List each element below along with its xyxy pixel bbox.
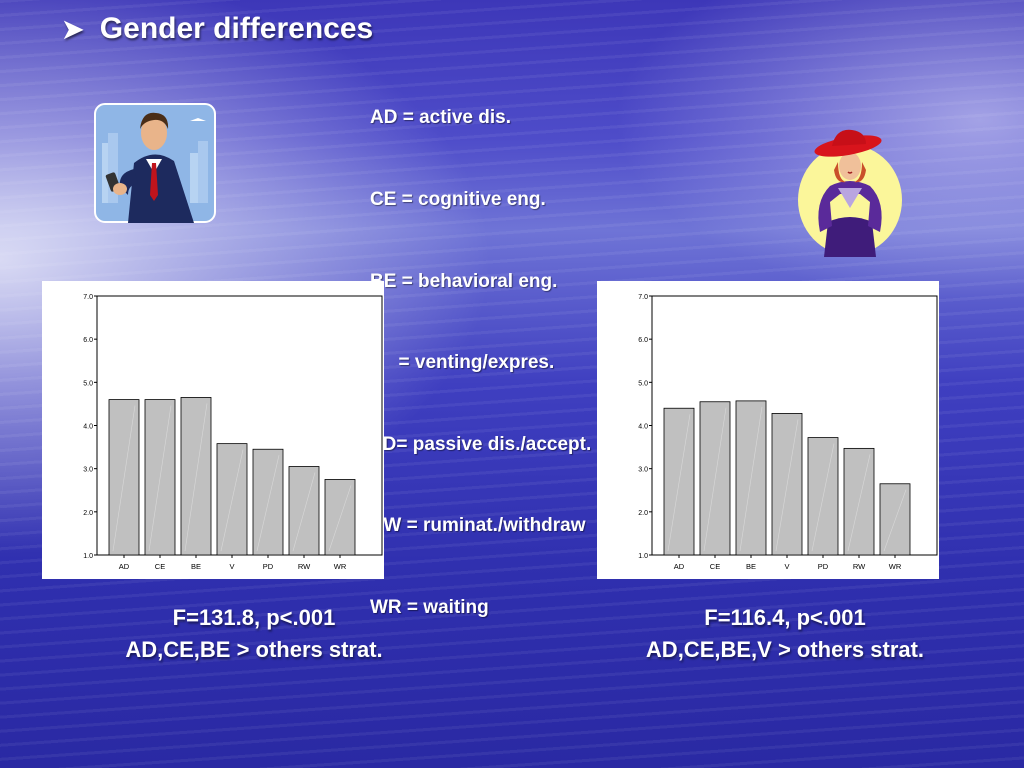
bar-texture <box>883 489 907 552</box>
y-tick-label: 5.0 <box>638 380 648 387</box>
chart-panel-left: 1.0 2.0 3.0 4.0 5.0 6.0 7.0 AD CE BE V PD RW WR <box>42 281 384 579</box>
x-tick-label: AD <box>119 562 130 571</box>
x-tick-label: V <box>229 562 234 571</box>
y-tick-label: 6.0 <box>83 337 93 344</box>
y-tick-label: 2.0 <box>83 510 93 517</box>
bar-texture <box>775 419 799 552</box>
x-tick-label: BE <box>191 562 201 571</box>
bar-texture <box>739 406 763 552</box>
legend-line: RW = ruminat./withdraw <box>370 515 586 537</box>
x-tick-label: RW <box>298 562 311 571</box>
y-tick-label: 3.0 <box>638 467 648 474</box>
bar-texture <box>811 443 835 552</box>
bar-texture <box>256 455 280 552</box>
bar-texture <box>148 405 172 552</box>
businessman-icon <box>94 103 216 223</box>
x-tick-label: BE <box>746 562 756 571</box>
bar-wr <box>879 483 911 556</box>
slide-title: ➤ Gender differences <box>62 12 373 46</box>
x-tick-label: PD <box>263 562 274 571</box>
x-tick-label: CE <box>710 562 720 571</box>
x-tick-label: WR <box>889 562 902 571</box>
x-tick-label: WR <box>334 562 347 571</box>
bar-texture <box>703 407 727 552</box>
slide-title-text: Gender differences <box>99 12 374 45</box>
y-tick-label: 5.0 <box>83 380 93 387</box>
y-tick-label: 1.0 <box>83 553 93 560</box>
arrow-bullet-icon: ➤ <box>62 13 84 44</box>
bar-texture <box>184 403 208 552</box>
legend-line: WR = waiting <box>370 597 489 619</box>
bar-texture <box>667 414 691 552</box>
bar-texture <box>112 405 136 552</box>
y-tick-label: 4.0 <box>638 424 648 431</box>
stat-caption-right: F=116.4, p<.001 AD,CE,BE,V > others stra… <box>585 602 985 666</box>
x-tick-label: PD <box>818 562 829 571</box>
abbreviation-legend: AD = active dis. CE = cognitive eng. BE … <box>370 50 591 648</box>
x-tick-label: RW <box>853 562 866 571</box>
y-tick-label: 4.0 <box>83 424 93 431</box>
x-tick-label: CE <box>155 562 165 571</box>
bar-chart-right: 1.0 2.0 3.0 4.0 5.0 6.0 7.0 AD CE BE V PD RW WR <box>638 294 938 571</box>
y-tick-label: 1.0 <box>638 553 648 560</box>
bar-texture <box>847 454 871 552</box>
bar-wr <box>324 479 356 556</box>
legend-line: BE = behavioral eng. <box>370 270 558 292</box>
stat-f-value: F=116.4, p<.001 <box>704 605 866 630</box>
y-tick-label: 3.0 <box>83 467 93 474</box>
stat-comparison: AD,CE,BE,V > others strat. <box>645 637 925 662</box>
stat-f-value: F=131.8, p<.001 <box>172 605 336 630</box>
x-tick-label: AD <box>674 562 685 571</box>
bar-texture <box>292 472 316 552</box>
woman-red-hat-icon <box>798 129 902 257</box>
legend-line: PD= passive dis./accept. <box>370 433 592 455</box>
bar-chart-left: 1.0 2.0 3.0 4.0 5.0 6.0 7.0 AD CE BE V PD RW WR <box>83 294 383 571</box>
y-tick-label: 6.0 <box>638 337 648 344</box>
legend-line: V = venting/expres. <box>370 352 555 374</box>
x-tick-label: V <box>784 562 789 571</box>
legend-line: AD = active dis. <box>370 107 511 129</box>
bar-texture <box>328 485 352 552</box>
y-tick-label: 2.0 <box>638 510 648 517</box>
y-tick-label: 7.0 <box>83 294 93 301</box>
chart-panel-right: 1.0 2.0 3.0 4.0 5.0 6.0 7.0 AD CE BE V PD RW WR <box>597 281 939 579</box>
legend-line: CE = cognitive eng. <box>370 189 546 211</box>
bar-texture <box>220 449 244 552</box>
stat-caption-left: F=131.8, p<.001 AD,CE,BE > others strat. <box>54 602 454 666</box>
stat-comparison: AD,CE,BE > others strat. <box>125 637 383 662</box>
y-tick-label: 7.0 <box>638 294 648 301</box>
